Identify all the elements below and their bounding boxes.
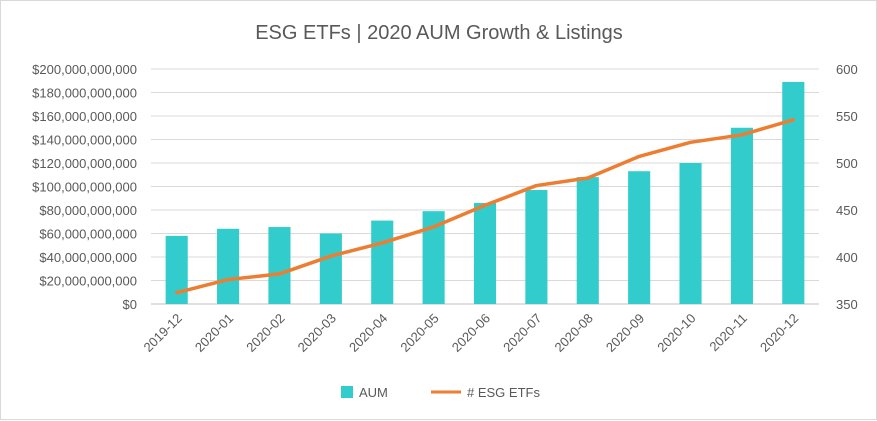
aum-bar: [422, 211, 445, 304]
x-tick-label: 2020-07: [500, 311, 544, 355]
left-tick-label: $200,000,000,000: [32, 62, 137, 77]
x-tick-label: 2020-11: [706, 311, 750, 355]
x-tick-label: 2020-04: [346, 311, 390, 355]
aum-bar: [576, 177, 599, 304]
aum-bar: [268, 227, 291, 304]
x-tick-label: 2020-02: [243, 311, 287, 355]
x-tick-label: 2020-05: [397, 311, 441, 355]
left-tick-label: $180,000,000,000: [32, 86, 137, 101]
x-tick-label: 2020-01: [192, 311, 236, 355]
left-tick-label: $100,000,000,000: [32, 180, 137, 195]
left-tick-label: $80,000,000,000: [39, 203, 137, 218]
left-tick-label: $40,000,000,000: [39, 250, 137, 265]
aum-bar: [525, 190, 548, 304]
x-tick-label: 2020-09: [603, 311, 647, 355]
right-tick-label: 400: [836, 250, 858, 265]
right-axis-labels: 350 400 450 500 550 600: [836, 62, 858, 312]
right-tick-label: 550: [836, 109, 858, 124]
right-tick-label: 450: [836, 203, 858, 218]
aum-bar: [628, 171, 651, 304]
x-tick-label: 2020-03: [295, 311, 339, 355]
esg-etf-count-series-line: [174, 118, 796, 295]
aum-bar: [165, 235, 188, 304]
aum-bar: [782, 81, 805, 304]
left-axis-labels: $0 $20,000,000,000 $40,000,000,000 $60,000,…: [32, 62, 137, 312]
left-tick-label: $60,000,000,000: [39, 227, 137, 242]
x-tick-label: 2020-06: [449, 311, 493, 355]
left-tick-label: $120,000,000,000: [32, 156, 137, 171]
x-tick-label: 2019-12: [140, 311, 184, 355]
aum-bar: [371, 220, 394, 304]
right-tick-label: 350: [836, 297, 858, 312]
left-tick-label: $0: [123, 297, 137, 312]
x-tick-label: 2020-08: [552, 311, 596, 355]
legend-label-esg-etfs: # ESG ETFs: [467, 385, 540, 400]
aum-bars: [165, 81, 805, 304]
left-tick-label: $160,000,000,000: [32, 109, 137, 124]
aum-bar: [217, 228, 240, 304]
aum-bar: [730, 127, 753, 304]
legend-label-aum: AUM: [359, 385, 388, 400]
right-tick-label: 500: [836, 156, 858, 171]
left-tick-label: $140,000,000,000: [32, 133, 137, 148]
x-tick-label: 2020-12: [757, 311, 801, 355]
legend-swatch-aum: [341, 386, 353, 398]
x-tick-label: 2020-10: [654, 311, 698, 355]
chart-title: ESG ETFs | 2020 AUM Growth & Listings: [255, 22, 623, 44]
legend: AUM # ESG ETFs: [341, 385, 540, 400]
left-tick-label: $20,000,000,000: [39, 274, 137, 289]
esg-etf-count-line: [174, 118, 796, 295]
aum-bar: [319, 233, 342, 304]
aum-bar: [473, 202, 497, 304]
aum-bar: [679, 163, 702, 304]
x-axis-labels: 2019-12 2020-01 2020-02 2020-03 2020-04 2020-…: [140, 311, 801, 355]
right-tick-label: 600: [836, 62, 858, 77]
